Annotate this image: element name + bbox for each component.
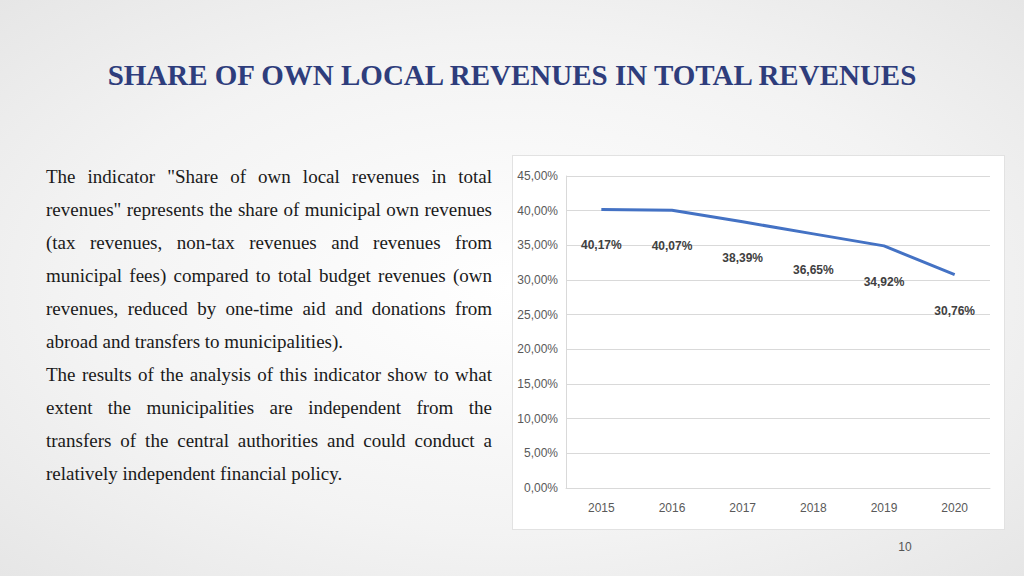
svg-text:30,76%: 30,76% [934,304,975,318]
html-text:10: 10 [898,540,912,554]
svg-text:2020: 2020 [941,501,968,515]
html-text:SHARE OF OWN LOCAL REVENUES IN: SHARE OF OWN LOCAL REVENUES IN TOTAL REV… [107,59,917,91]
svg-text:40,00%: 40,00% [517,204,558,218]
svg-text:35,00%: 35,00% [517,238,558,252]
svg-text:38,39%: 38,39% [722,251,763,265]
svg-text:20,00%: 20,00% [517,342,558,356]
html-text:The results of the analysis of: The results of the analysis of this indi… [46,364,492,484]
svg-text:2019: 2019 [871,501,898,515]
svg-text:2016: 2016 [659,501,686,515]
svg-text:10,00%: 10,00% [517,412,558,426]
svg-text:0,00%: 0,00% [524,481,558,495]
svg-text:36,65%: 36,65% [793,263,834,277]
html-text:The indicator "Share of own lo: The indicator "Share of own local revenu… [46,166,492,352]
svg-text:40,07%: 40,07% [652,239,693,253]
svg-text:45,00%: 45,00% [517,169,558,183]
svg-text:40,17%: 40,17% [581,238,622,252]
svg-text:2017: 2017 [729,501,756,515]
svg-text:30,00%: 30,00% [517,273,558,287]
svg-text:2018: 2018 [800,501,827,515]
svg-text:15,00%: 15,00% [517,377,558,391]
svg-text:2015: 2015 [588,501,615,515]
svg-text:34,92%: 34,92% [864,275,905,289]
svg-text:25,00%: 25,00% [517,308,558,322]
svg-text:5,00%: 5,00% [524,446,558,460]
